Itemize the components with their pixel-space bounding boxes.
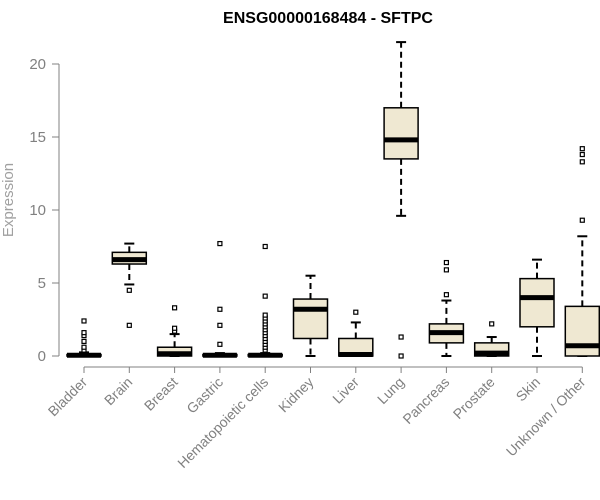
y-tick-label: 20	[29, 56, 46, 73]
x-tick-label: Pancreas	[399, 374, 452, 427]
outlier-point	[81, 330, 87, 336]
box-kidney	[292, 274, 329, 357]
box-body	[564, 305, 600, 357]
x-tick-label: Prostate	[450, 374, 498, 422]
box-breast	[156, 305, 193, 357]
outlier-point	[579, 146, 585, 152]
x-tick-label: Kidney	[275, 374, 317, 416]
outlier-point	[353, 309, 359, 315]
x-tick-label: Brain	[101, 374, 135, 408]
outlier-point	[81, 318, 87, 324]
outlier-point	[126, 287, 132, 293]
box-unknown-other	[564, 146, 600, 357]
outlier-point	[217, 322, 223, 328]
box-liver	[338, 309, 374, 358]
outlier-point	[262, 243, 268, 250]
x-tick-label: Liver	[329, 374, 362, 407]
box-gastric	[202, 240, 238, 358]
y-tick-label: 5	[38, 275, 46, 292]
box-pancreas	[428, 259, 465, 357]
y-ticks: 0 5 10 15 20	[29, 56, 59, 365]
outlier-point	[443, 292, 449, 298]
outlier-point	[443, 259, 449, 266]
box-body	[519, 277, 555, 328]
box-body	[383, 107, 419, 160]
box-hematopoietic-cells	[247, 243, 283, 358]
box-body	[292, 298, 329, 340]
outlier-point	[172, 325, 178, 331]
y-tick-label: 0	[38, 348, 46, 365]
x-tick-label: Lung	[374, 374, 407, 407]
boxes	[66, 41, 600, 359]
outlier-point	[579, 159, 585, 165]
x-tick-label: Bladder	[45, 374, 91, 420]
box-lung	[383, 41, 419, 359]
outlier-point	[217, 240, 223, 247]
outlier-point	[443, 267, 449, 273]
box-skin	[519, 258, 555, 357]
x-tick-label: Gastric	[183, 374, 226, 417]
x-tick-label: Skin	[513, 374, 544, 405]
outlier-point	[579, 217, 585, 223]
box-prostate	[473, 321, 510, 357]
outlier-point	[262, 312, 268, 318]
outlier-point	[398, 334, 404, 340]
y-tick-label: 10	[29, 202, 46, 219]
x-tick-label: Breast	[141, 374, 181, 414]
outlier-point	[217, 306, 223, 312]
outlier-point	[262, 293, 268, 299]
outlier-point	[398, 353, 404, 359]
outlier-point	[81, 344, 87, 350]
outlier-point	[81, 338, 87, 344]
outlier-point	[172, 305, 178, 311]
box-brain	[111, 242, 148, 328]
outlier-point	[217, 341, 223, 347]
box-bladder	[66, 318, 102, 358]
y-axis-label: Expression	[0, 163, 17, 237]
y-tick-label: 15	[29, 129, 46, 146]
outlier-point	[489, 321, 495, 327]
outlier-point	[126, 322, 132, 328]
chart-title: ENSG00000168484 - SFTPC	[223, 10, 433, 27]
outlier-point	[579, 151, 585, 158]
x-tick-label: Unknown / Other	[503, 374, 589, 460]
